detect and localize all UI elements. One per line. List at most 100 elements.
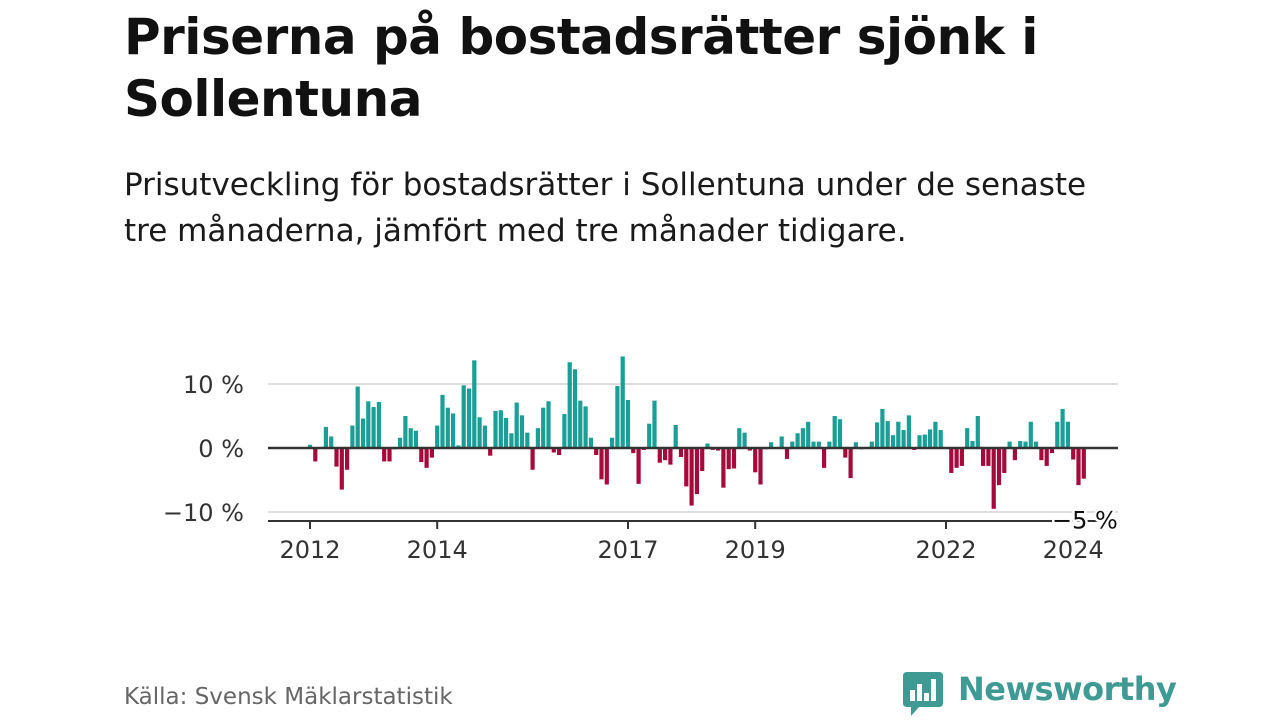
bar [604, 448, 609, 485]
bar [1076, 448, 1081, 486]
bar [678, 448, 684, 457]
bar [731, 448, 737, 469]
bar [684, 448, 689, 487]
bar [588, 437, 593, 448]
bar [811, 441, 816, 448]
bar [959, 448, 964, 466]
bar [975, 416, 980, 448]
bar [1018, 440, 1023, 448]
bar [1055, 421, 1060, 448]
bar [1002, 448, 1007, 473]
bar [546, 401, 551, 448]
bar [1081, 448, 1086, 479]
bar [1034, 441, 1039, 448]
bar [498, 410, 503, 448]
bar [827, 441, 832, 448]
bar [885, 421, 890, 448]
bar [419, 448, 424, 463]
bar [514, 402, 519, 448]
bar [981, 448, 986, 466]
bar [906, 415, 911, 448]
bar [541, 407, 546, 448]
bar [488, 448, 493, 456]
bar [790, 441, 795, 448]
bar [816, 441, 821, 448]
bar [360, 418, 366, 448]
bar [530, 448, 535, 470]
bar [472, 360, 477, 448]
bar [1044, 448, 1049, 466]
y-tick-label: 0 % [198, 435, 244, 463]
bar [424, 448, 429, 468]
bar [625, 400, 631, 448]
bar [657, 448, 662, 463]
bar [350, 425, 355, 448]
bar [747, 448, 752, 451]
bar [387, 448, 392, 462]
bar [578, 400, 583, 448]
bar [477, 417, 482, 448]
bar [875, 422, 880, 448]
bar [631, 448, 636, 454]
price-change-chart: 10 % 0 % −10 % 2012 2014 2017 2019 2022 2024−5 % [163, 356, 1120, 564]
bar [880, 408, 885, 448]
chart-title: Priserna på bostadsrätter sjönk i Sollen… [124, 8, 1038, 128]
bar [832, 416, 837, 448]
bar [1023, 441, 1028, 448]
brand-name: Newsworthy [958, 670, 1177, 708]
bar [535, 428, 540, 448]
bar [996, 448, 1002, 486]
bar [784, 448, 790, 459]
bar [822, 448, 827, 468]
bar [307, 444, 313, 448]
bar [663, 448, 668, 461]
bar [567, 362, 572, 448]
bar [970, 440, 975, 448]
x-tick-label: 2019 [725, 536, 786, 564]
bar [1065, 421, 1070, 448]
bar [1007, 441, 1012, 448]
last-value-annotation: −5 % [1052, 507, 1118, 535]
bar [355, 386, 360, 448]
bar [1028, 421, 1033, 448]
bar [954, 448, 959, 468]
bar [922, 434, 927, 448]
bar [371, 407, 376, 448]
bar [366, 401, 371, 448]
bar [705, 443, 710, 448]
x-tick-label: 2022 [915, 536, 976, 564]
bar [413, 430, 419, 448]
bar [890, 435, 896, 448]
bar [694, 448, 699, 495]
bar [313, 448, 318, 462]
bar [991, 448, 996, 509]
bar [758, 448, 763, 485]
bar [779, 436, 784, 448]
bar [795, 433, 800, 448]
bar [636, 448, 641, 484]
bar [806, 421, 811, 448]
bar [726, 448, 731, 470]
bar [594, 448, 599, 456]
x-tick-label: 2017 [597, 536, 658, 564]
bar [933, 421, 938, 448]
bar [1060, 408, 1065, 448]
y-tick-label: 10 % [183, 371, 244, 399]
bar [408, 428, 413, 448]
bar [986, 448, 991, 466]
x-tick-label: 2014 [407, 536, 468, 564]
bar [451, 413, 456, 448]
bar [700, 448, 705, 472]
bar [938, 430, 943, 448]
source-note: Källa: Svensk Mäklarstatistik [124, 684, 453, 710]
bar [334, 448, 339, 467]
bar [504, 417, 509, 448]
y-tick-label: −10 % [163, 499, 244, 527]
newsworthy-chart-icon [903, 672, 943, 716]
bar [949, 448, 954, 473]
bar [557, 448, 562, 456]
x-tick-label: 2012 [279, 536, 340, 564]
x-tick-label: 2024 [1043, 536, 1104, 564]
bar [800, 428, 805, 448]
bar [901, 430, 906, 448]
